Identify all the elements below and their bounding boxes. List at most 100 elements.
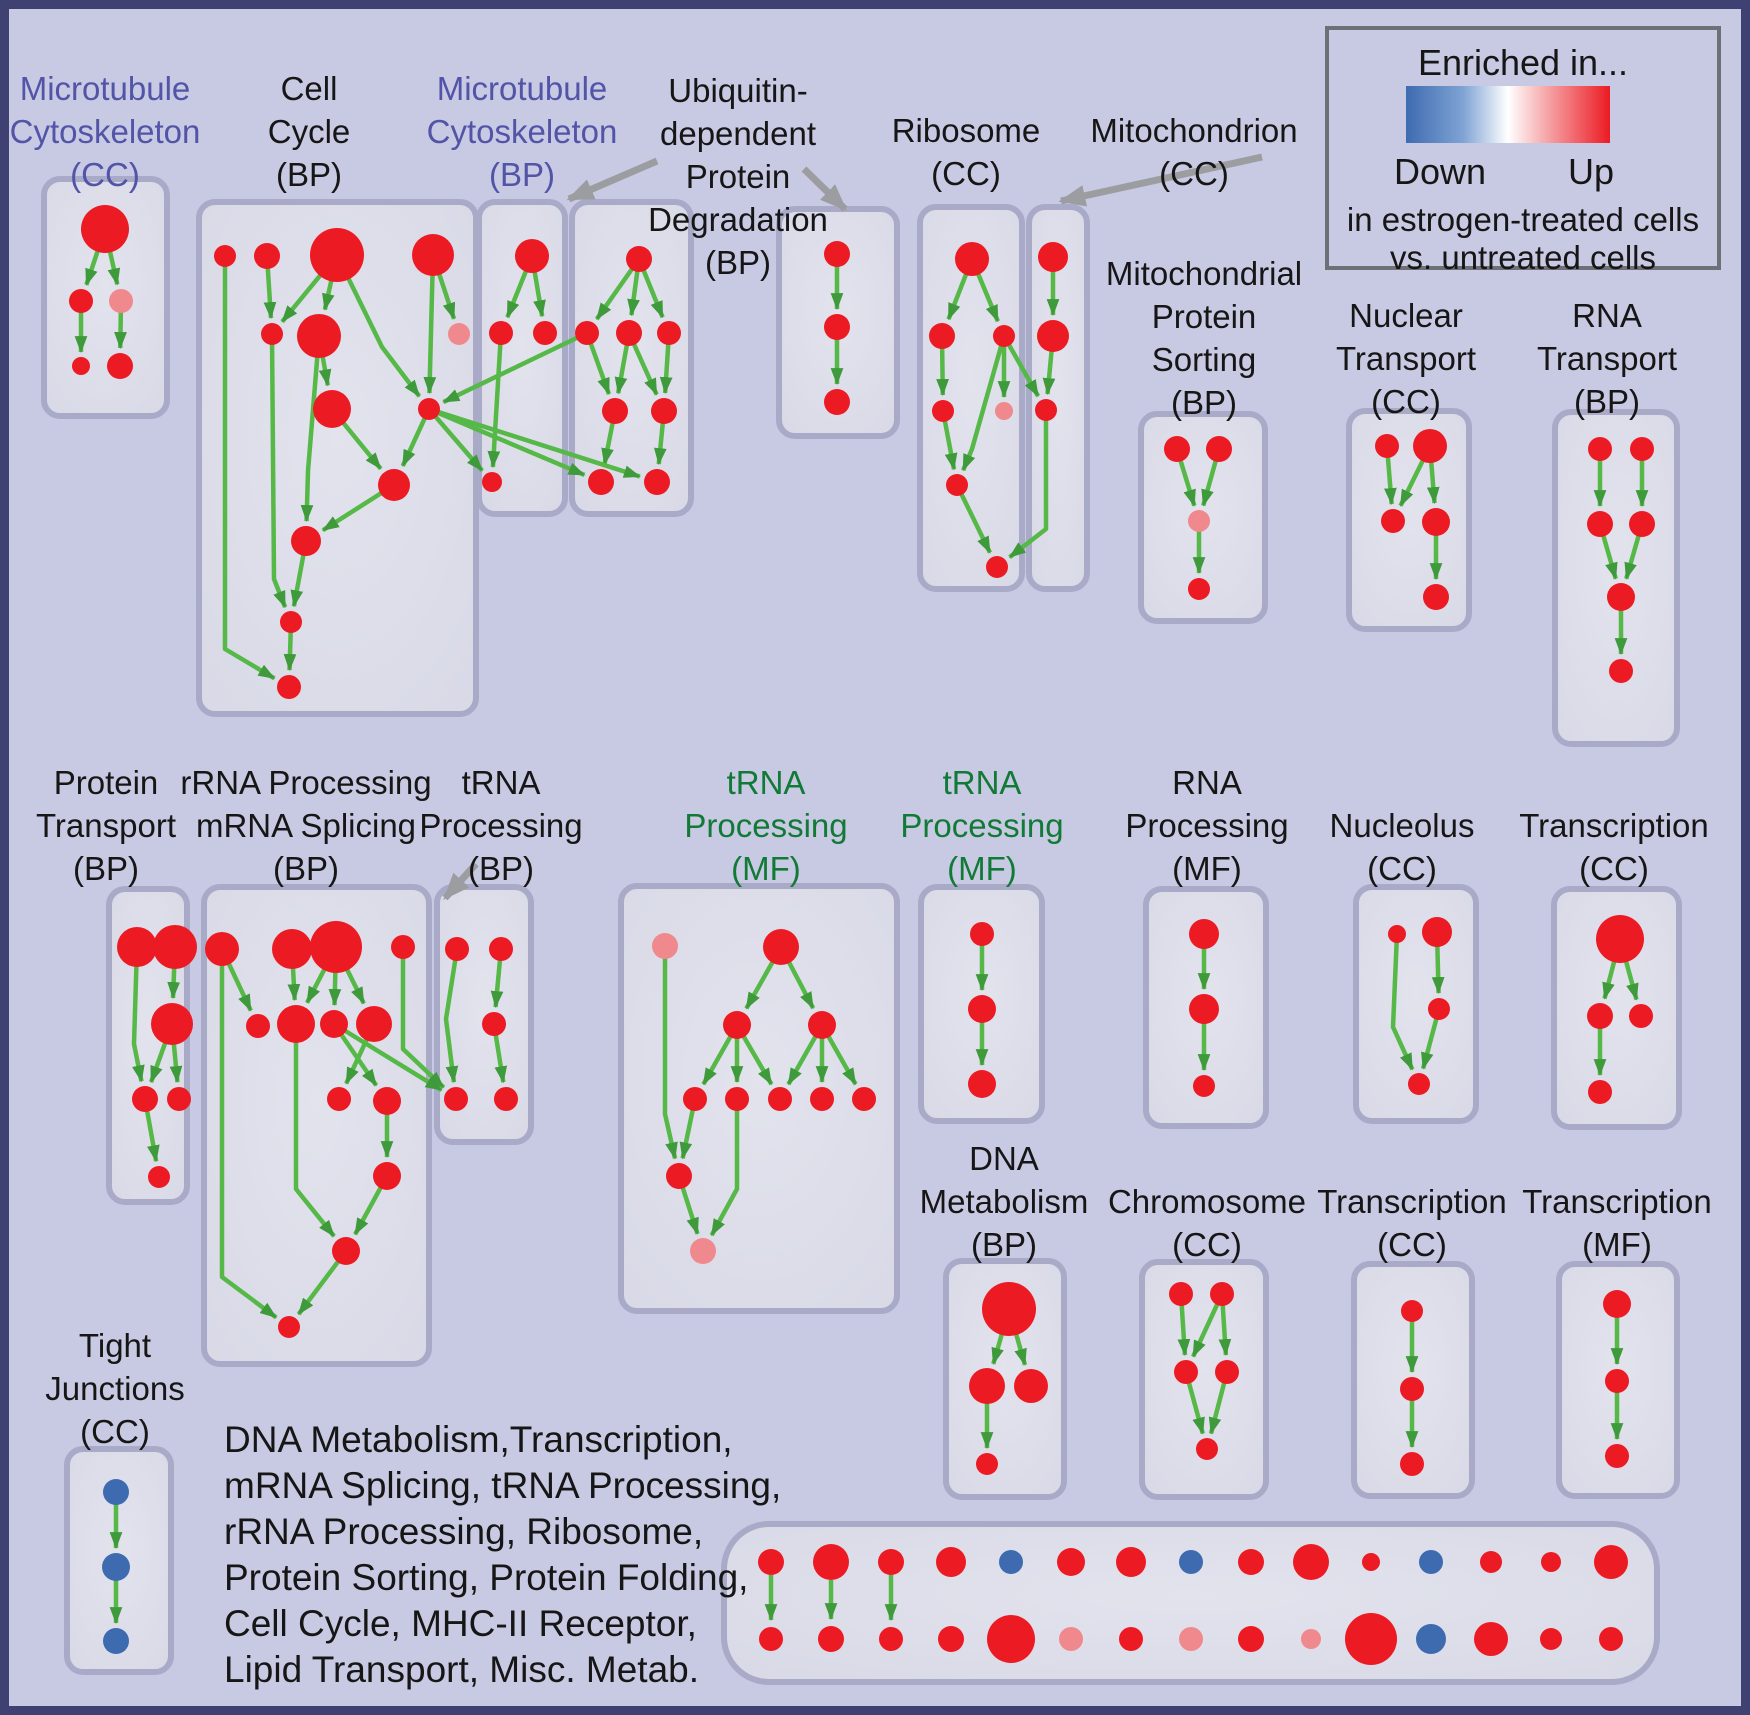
go-term-node bbox=[1189, 919, 1219, 949]
go-term-node bbox=[332, 1237, 360, 1265]
band-node-bottom bbox=[1599, 1627, 1623, 1651]
go-term-node bbox=[626, 246, 652, 272]
go-term-node bbox=[970, 922, 994, 946]
band-node-top bbox=[1594, 1545, 1628, 1579]
edge-arrow bbox=[428, 406, 586, 478]
go-term-node bbox=[982, 1282, 1036, 1336]
go-term-node bbox=[1375, 434, 1399, 458]
band-node-bottom bbox=[1474, 1622, 1508, 1656]
go-term-node bbox=[277, 1005, 315, 1043]
edge-arrow bbox=[662, 946, 678, 1160]
edge-arrow bbox=[428, 406, 641, 479]
go-term-node bbox=[272, 929, 312, 969]
label-pointer-arrow bbox=[1058, 153, 1263, 207]
go-term-nodes bbox=[69, 205, 1655, 1665]
band-node-bottom bbox=[1238, 1626, 1264, 1652]
band-node-top bbox=[1541, 1552, 1561, 1572]
edge-arrow bbox=[487, 332, 504, 469]
go-term-node bbox=[313, 390, 351, 428]
go-term-node bbox=[373, 1087, 401, 1115]
edge-arrow bbox=[400, 947, 446, 1089]
legend-up-label: Up bbox=[1568, 151, 1615, 192]
go-term-node bbox=[575, 321, 599, 345]
go-term-node bbox=[1630, 437, 1654, 461]
edge-arrow bbox=[961, 335, 1007, 472]
go-term-node bbox=[489, 321, 513, 345]
go-term-node bbox=[1038, 242, 1068, 272]
go-term-node bbox=[444, 1087, 468, 1111]
go-term-node bbox=[1629, 1004, 1653, 1028]
go-term-node bbox=[1408, 1073, 1430, 1095]
edge-arrow bbox=[332, 1022, 443, 1093]
go-term-node bbox=[763, 929, 799, 965]
cluster-box-nucleolus-cc bbox=[1353, 884, 1479, 1124]
go-term-node bbox=[824, 314, 850, 340]
go-term-node bbox=[1605, 1444, 1629, 1468]
band-node-bottom bbox=[1345, 1613, 1397, 1665]
go-term-node bbox=[445, 937, 469, 961]
band-node-bottom bbox=[1059, 1627, 1083, 1651]
label-pointer-arrow bbox=[566, 157, 659, 203]
edge-arrow bbox=[1390, 933, 1415, 1071]
go-network-diagram bbox=[41, 153, 1682, 1685]
band-node-bottom bbox=[1416, 1624, 1446, 1654]
go-term-node bbox=[278, 1316, 300, 1338]
go-term-node bbox=[109, 289, 133, 313]
go-term-node bbox=[482, 1012, 506, 1036]
go-term-node bbox=[644, 469, 670, 495]
go-term-node bbox=[616, 320, 642, 346]
go-term-node bbox=[277, 675, 301, 699]
go-term-node bbox=[205, 932, 239, 966]
go-term-node bbox=[976, 1453, 998, 1475]
label-pointer-arrow bbox=[442, 861, 479, 901]
go-term-node bbox=[153, 925, 197, 969]
band-node-top bbox=[1480, 1551, 1502, 1573]
go-term-node bbox=[1588, 1080, 1612, 1104]
go-term-node bbox=[81, 205, 129, 253]
go-term-node bbox=[969, 1368, 1005, 1404]
go-term-node bbox=[378, 469, 410, 501]
go-term-node bbox=[1035, 399, 1057, 421]
edge-arrow bbox=[131, 946, 145, 1083]
go-term-node bbox=[373, 1162, 401, 1190]
go-term-node bbox=[132, 1086, 158, 1112]
band-node-top bbox=[1293, 1544, 1329, 1580]
go-term-node bbox=[683, 1087, 707, 1111]
go-term-node bbox=[1196, 1438, 1218, 1460]
edge-arrow bbox=[219, 949, 278, 1320]
edge-arrow bbox=[300, 335, 322, 523]
go-term-node bbox=[1609, 659, 1633, 683]
cluster-box-nuclear-transport bbox=[1346, 408, 1472, 632]
go-term-node bbox=[1607, 583, 1635, 611]
legend-title: Enriched in... bbox=[1417, 42, 1629, 83]
go-term-node bbox=[1596, 915, 1644, 963]
go-term-node bbox=[102, 1553, 130, 1581]
band-node-top bbox=[1057, 1548, 1085, 1576]
go-term-node bbox=[1381, 509, 1405, 533]
go-term-node bbox=[391, 935, 415, 959]
label-pointer-arrow bbox=[801, 166, 848, 212]
go-term-node bbox=[1413, 429, 1447, 463]
go-term-node bbox=[1169, 1282, 1193, 1306]
band-node-top bbox=[758, 1549, 784, 1575]
go-term-node bbox=[1629, 511, 1655, 537]
go-term-node bbox=[1215, 1360, 1239, 1384]
band-node-bottom bbox=[879, 1627, 903, 1651]
band-node-bottom bbox=[818, 1626, 844, 1652]
go-term-node bbox=[320, 1010, 348, 1038]
go-term-node bbox=[1428, 998, 1450, 1020]
band-node-top bbox=[999, 1550, 1023, 1574]
go-term-node bbox=[117, 927, 157, 967]
go-term-node bbox=[261, 323, 283, 345]
go-term-node bbox=[1400, 1452, 1424, 1476]
edge-arrow bbox=[427, 407, 484, 473]
go-term-node bbox=[1188, 578, 1210, 600]
band-node-top bbox=[1116, 1547, 1146, 1577]
go-term-node bbox=[1014, 1369, 1048, 1403]
go-term-node bbox=[1193, 1075, 1215, 1097]
go-term-node bbox=[1164, 436, 1190, 462]
edge-arrow bbox=[222, 256, 276, 681]
edge-arrow bbox=[442, 330, 588, 405]
go-term-node bbox=[824, 241, 850, 267]
band-node-bottom bbox=[1540, 1628, 1562, 1650]
